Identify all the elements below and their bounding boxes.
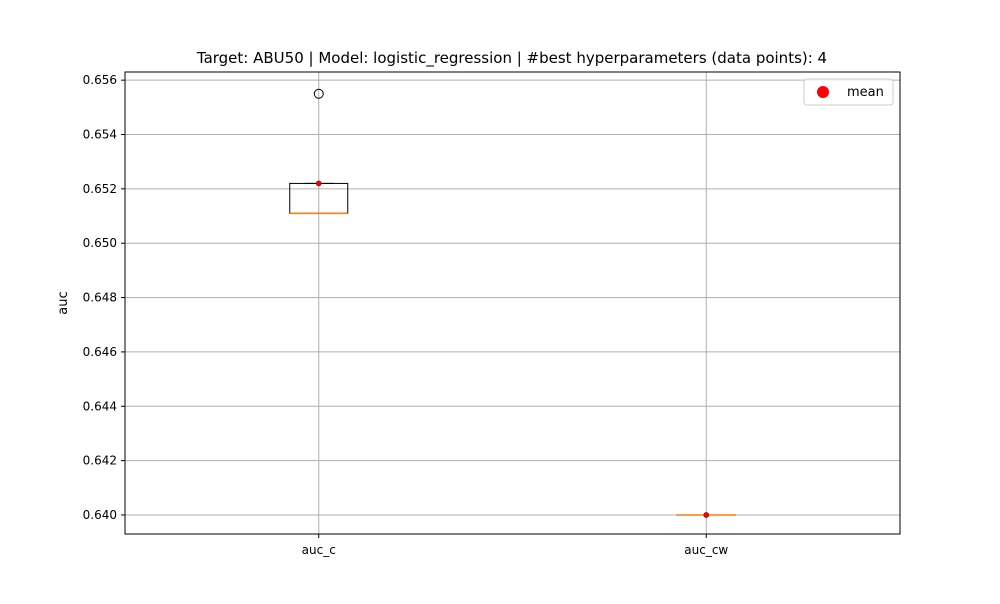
x-tick-label: auc_cw [684,543,728,557]
y-tick-label: 0.640 [83,508,117,522]
y-tick-label: 0.644 [83,399,117,413]
mean-marker [704,512,709,517]
y-tick-label: 0.654 [83,128,117,142]
box-group-auc_cw [677,512,735,517]
y-axis-label: auc [56,291,71,314]
y-tick-label: 0.646 [83,345,117,359]
y-tick-label: 0.642 [83,454,117,468]
mean-marker [316,181,321,186]
y-tick-label: 0.650 [83,236,117,250]
legend-mean-label: mean [847,85,884,100]
y-tick-label: 0.656 [83,73,117,87]
y-tick-label: 0.652 [83,182,117,196]
y-tick-label: 0.648 [83,291,117,305]
box-layer [290,89,736,517]
plot-frame [125,72,900,534]
grid-layer [125,72,900,534]
x-tick-label: auc_c [302,543,336,557]
legend-mean-marker [817,86,829,98]
chart-title: Target: ABU50 | Model: logistic_regressi… [196,49,827,68]
legend: mean [804,79,893,105]
axis-layer: 0.640 0.642 0.644 0.646 0.648 0.650 0.652 0.654… [83,73,729,557]
